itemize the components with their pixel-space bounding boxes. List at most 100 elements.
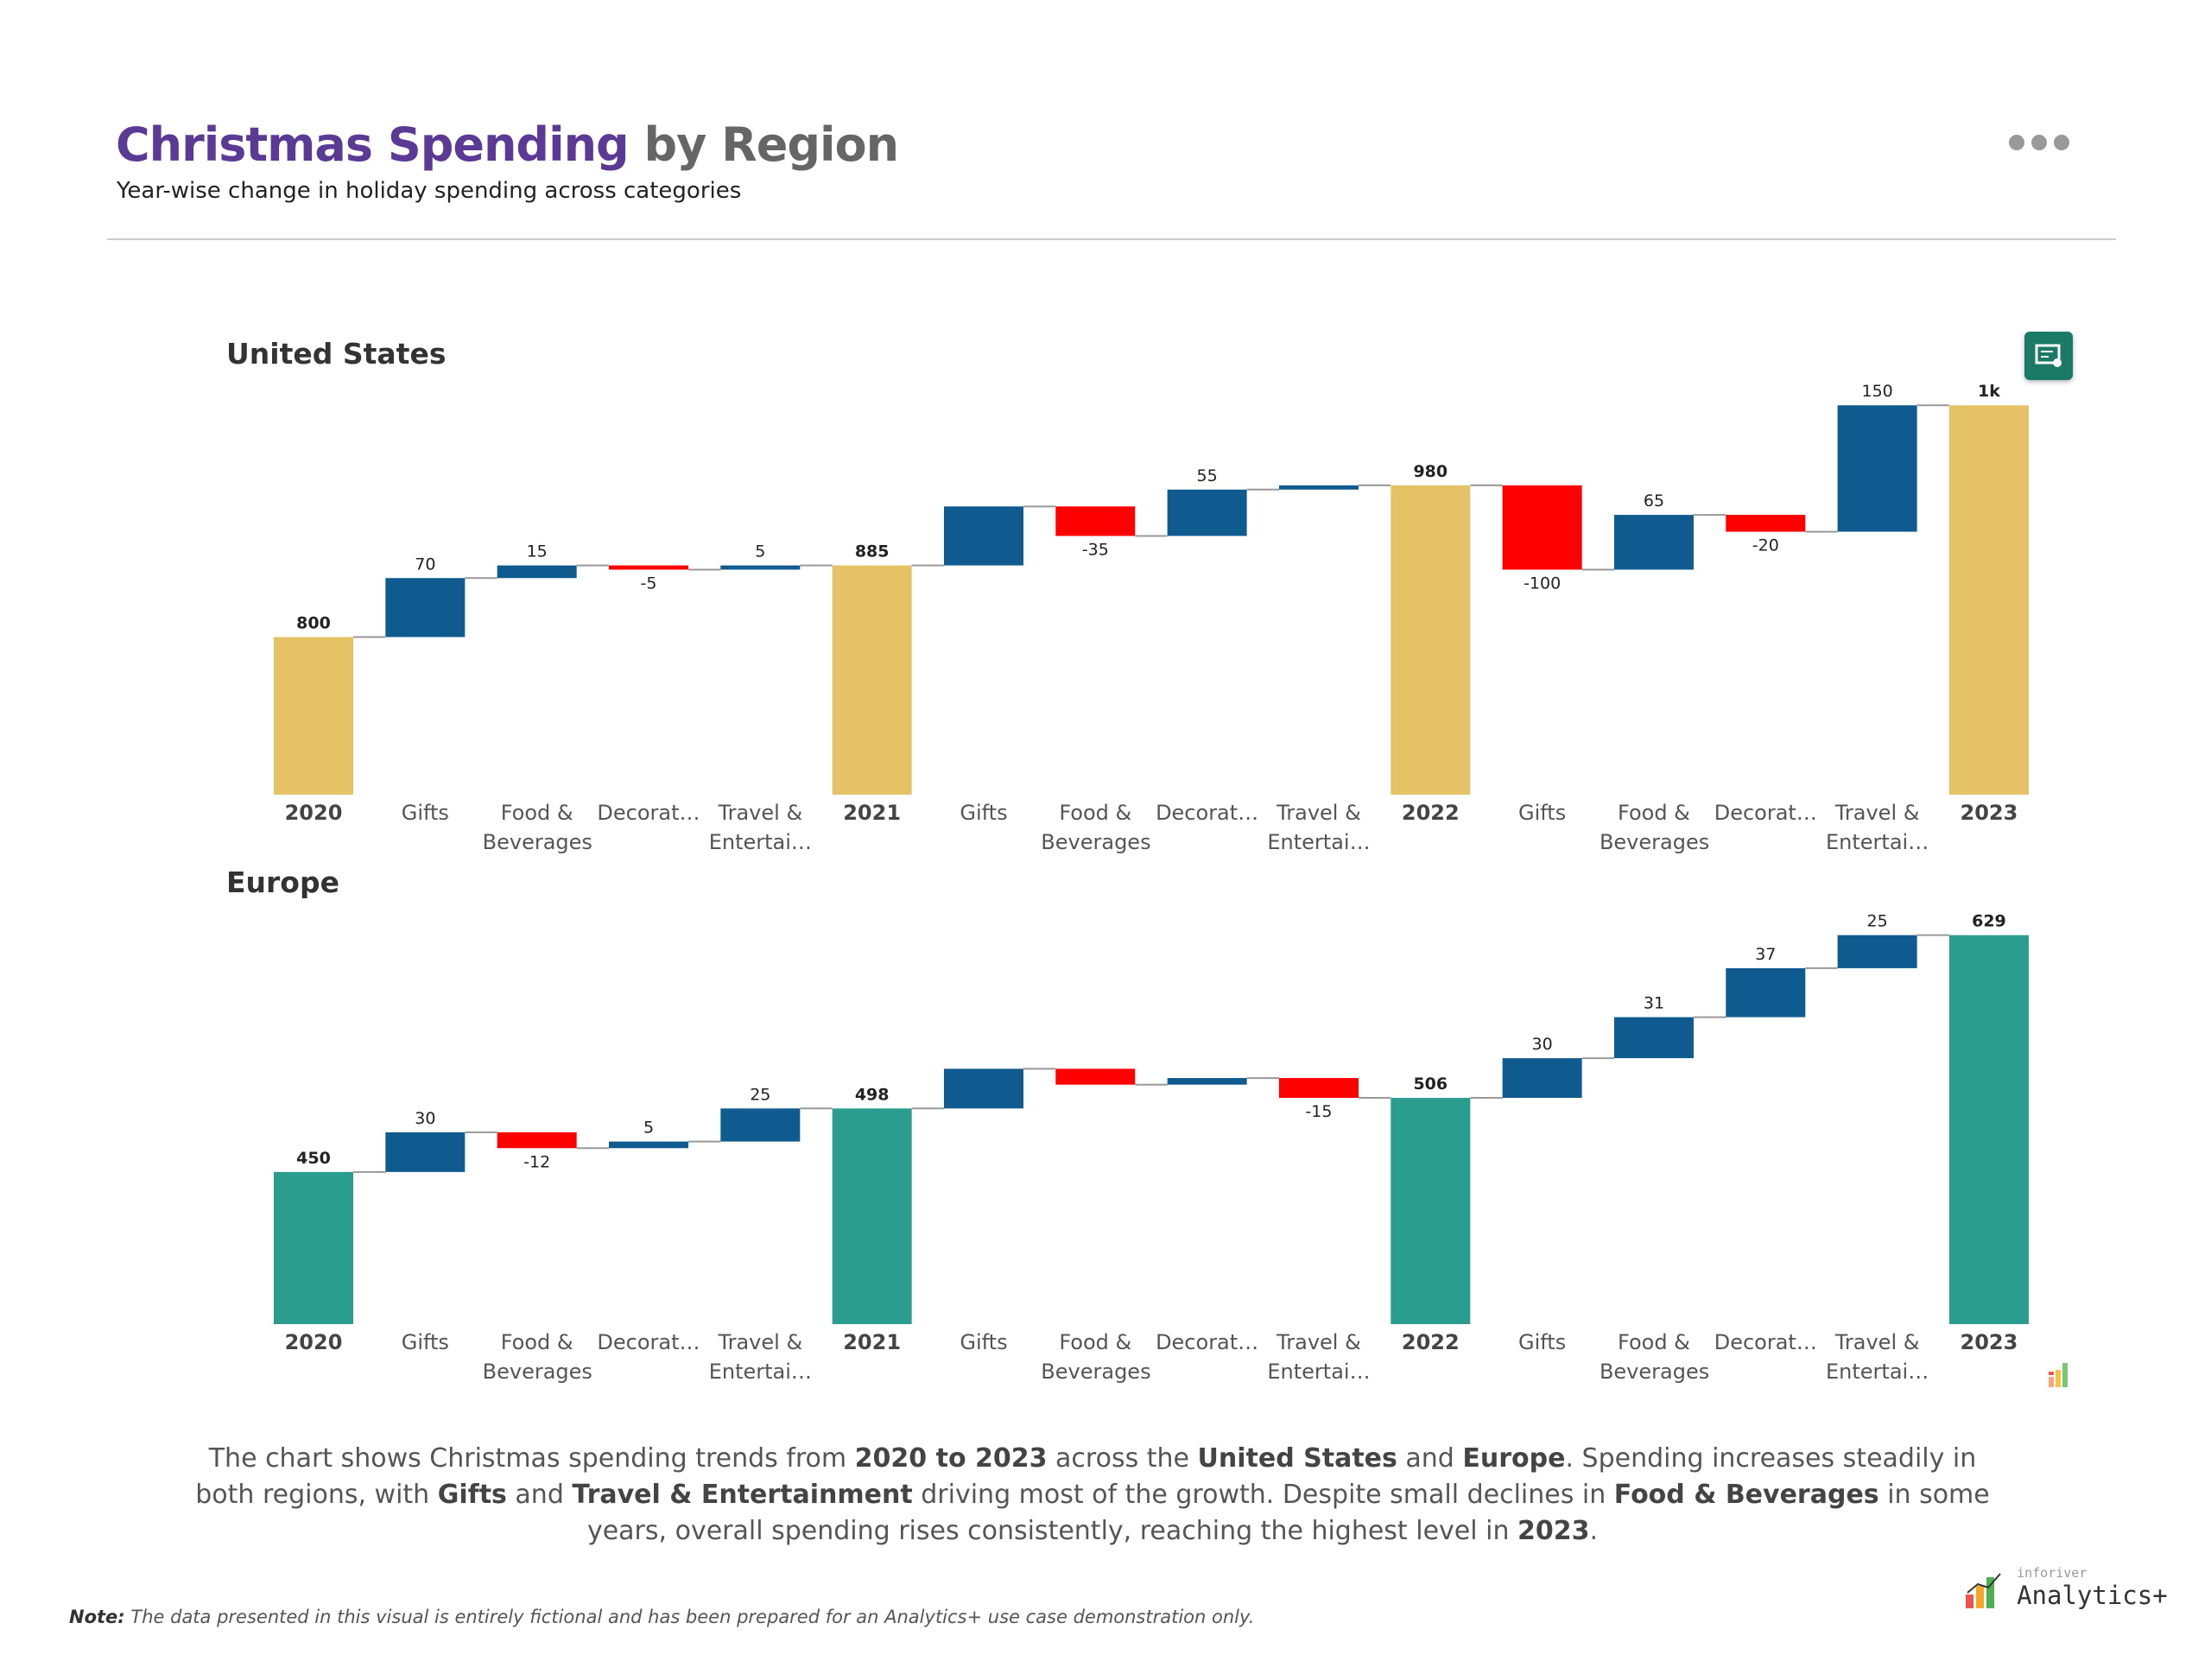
data-label: 55 [1197, 466, 1218, 485]
data-label: -20 [1752, 536, 1779, 555]
data-label: 5 [643, 1119, 654, 1138]
logo-main: Analytics+ [2017, 1581, 2168, 1610]
x-tick-label: 2022 [1401, 1330, 1460, 1354]
decrease-bar [1055, 1068, 1136, 1085]
data-label: -35 [1082, 540, 1109, 559]
summary: The chart shows Christmas spending trend… [190, 1441, 1995, 1550]
x-tick-label: Gifts [960, 1330, 1008, 1354]
logo-icon [1966, 1573, 2001, 1608]
data-label: 980 [1413, 462, 1448, 481]
title-rest: by Region [643, 117, 900, 172]
x-tick-label: Gifts [1518, 1330, 1567, 1354]
summary-run: 2020 to 2023 [854, 1443, 1048, 1474]
data-label: 1k [1978, 382, 2000, 401]
increase-bar [720, 1108, 801, 1142]
summary-run: and [506, 1480, 573, 1510]
data-label: -12 [523, 1152, 550, 1171]
decrease-bar [1726, 515, 1806, 532]
decrease-bar [1055, 506, 1136, 536]
summary-run: . [1589, 1516, 1599, 1546]
summary-run: across the [1047, 1443, 1198, 1474]
subtitle: Year-wise change in holiday spending acr… [117, 178, 742, 204]
note: Note: The data presented in this visual … [69, 1607, 1254, 1627]
region-title: United States [226, 337, 447, 371]
insight-button[interactable] [2024, 332, 2073, 380]
x-tick-label: Food & Beverages [482, 1330, 592, 1384]
data-label: -100 [1524, 574, 1561, 593]
x-tick-label: Travel & Entertai… [1826, 1330, 1929, 1384]
data-label: 629 [1972, 912, 2006, 931]
increase-bar [385, 1132, 466, 1172]
increase-bar [720, 565, 801, 570]
title: Christmas Spending by Region [116, 117, 900, 172]
x-tick-label: 2020 [284, 801, 343, 825]
x-tick-label: Travel & Entertai… [1267, 801, 1371, 854]
increase-bar [1167, 1078, 1247, 1085]
x-tick-label: Food & Beverages [1041, 1330, 1151, 1384]
data-label: 15 [527, 542, 548, 561]
total-bar [1948, 405, 2029, 795]
x-tick-label: Decorat… [1714, 1330, 1817, 1354]
title-main: Christmas Spending [116, 117, 630, 172]
increase-bar [1837, 405, 1917, 532]
total-bar [832, 1108, 912, 1324]
total-bar [274, 637, 353, 795]
x-tick-label: Decorat… [1156, 1330, 1259, 1354]
summary-run: and [1397, 1443, 1463, 1474]
data-label: 150 [1861, 382, 1892, 401]
summary-run: Travel & Entertainment [572, 1480, 913, 1510]
x-tick-label: Food & Beverages [482, 801, 592, 854]
divider [107, 238, 2116, 240]
decrease-bar [1278, 1078, 1359, 1099]
app-icon [2049, 1363, 2068, 1387]
total-bar [1391, 485, 1471, 795]
summary-run: Food & Beverages [1613, 1480, 1879, 1510]
x-tick-label: Gifts [1518, 801, 1567, 825]
summary-run: Gifts [437, 1480, 507, 1510]
x-tick-label: Travel & Entertai… [1826, 801, 1929, 854]
logo-small: inforiver [2017, 1565, 2087, 1581]
decrease-bar [497, 1132, 577, 1149]
x-tick-label: 2023 [1960, 801, 2018, 825]
increase-bar [385, 578, 466, 637]
x-tick-label: Decorat… [1714, 801, 1817, 825]
x-tick-label: Travel & Entertai… [708, 1330, 812, 1384]
data-label: 37 [1755, 945, 1776, 964]
summary-run: driving most of the growth. Despite smal… [912, 1480, 1614, 1510]
summary-run: 2023 [1517, 1516, 1590, 1546]
x-tick-label: Decorat… [1156, 801, 1259, 825]
x-tick-label: 2020 [284, 1330, 343, 1354]
more-menu[interactable] [2009, 135, 2076, 154]
increase-bar [1837, 935, 1917, 968]
increase-bar [1613, 1017, 1694, 1059]
increase-bar [1613, 515, 1694, 570]
x-tick-label: Gifts [401, 801, 449, 825]
decrease-bar [1502, 485, 1582, 570]
increase-bar [497, 565, 577, 579]
data-label: 885 [855, 542, 890, 561]
insight-icon [2035, 344, 2062, 367]
total-bar [1391, 1098, 1471, 1324]
x-tick-label: Gifts [960, 801, 1008, 825]
summary-run: . Spending increases steadily in both re… [195, 1443, 1977, 1510]
x-tick-label: Decorat… [597, 801, 700, 825]
increase-bar [1278, 485, 1359, 490]
data-label: 5 [755, 542, 765, 561]
summary-run: in some years, overall spending rises co… [586, 1480, 1990, 1546]
x-tick-label: Food & Beverages [1041, 801, 1151, 854]
x-tick-label: Travel & Entertai… [1267, 1330, 1371, 1384]
summary-run: The chart shows Christmas spending trend… [208, 1443, 855, 1474]
x-tick-label: Gifts [401, 1330, 449, 1354]
data-label: 450 [296, 1149, 331, 1168]
x-tick-label: 2023 [1960, 1330, 2018, 1354]
data-label: 70 [415, 555, 435, 574]
x-tick-label: Decorat… [597, 1330, 700, 1354]
x-tick-label: 2021 [843, 801, 902, 825]
summary-run: Europe [1462, 1443, 1566, 1474]
logo: inforiver Analytics+ [1964, 1565, 2168, 1610]
data-label: -5 [641, 574, 657, 593]
total-bar [1948, 935, 2029, 1324]
data-label: 506 [1413, 1075, 1448, 1094]
